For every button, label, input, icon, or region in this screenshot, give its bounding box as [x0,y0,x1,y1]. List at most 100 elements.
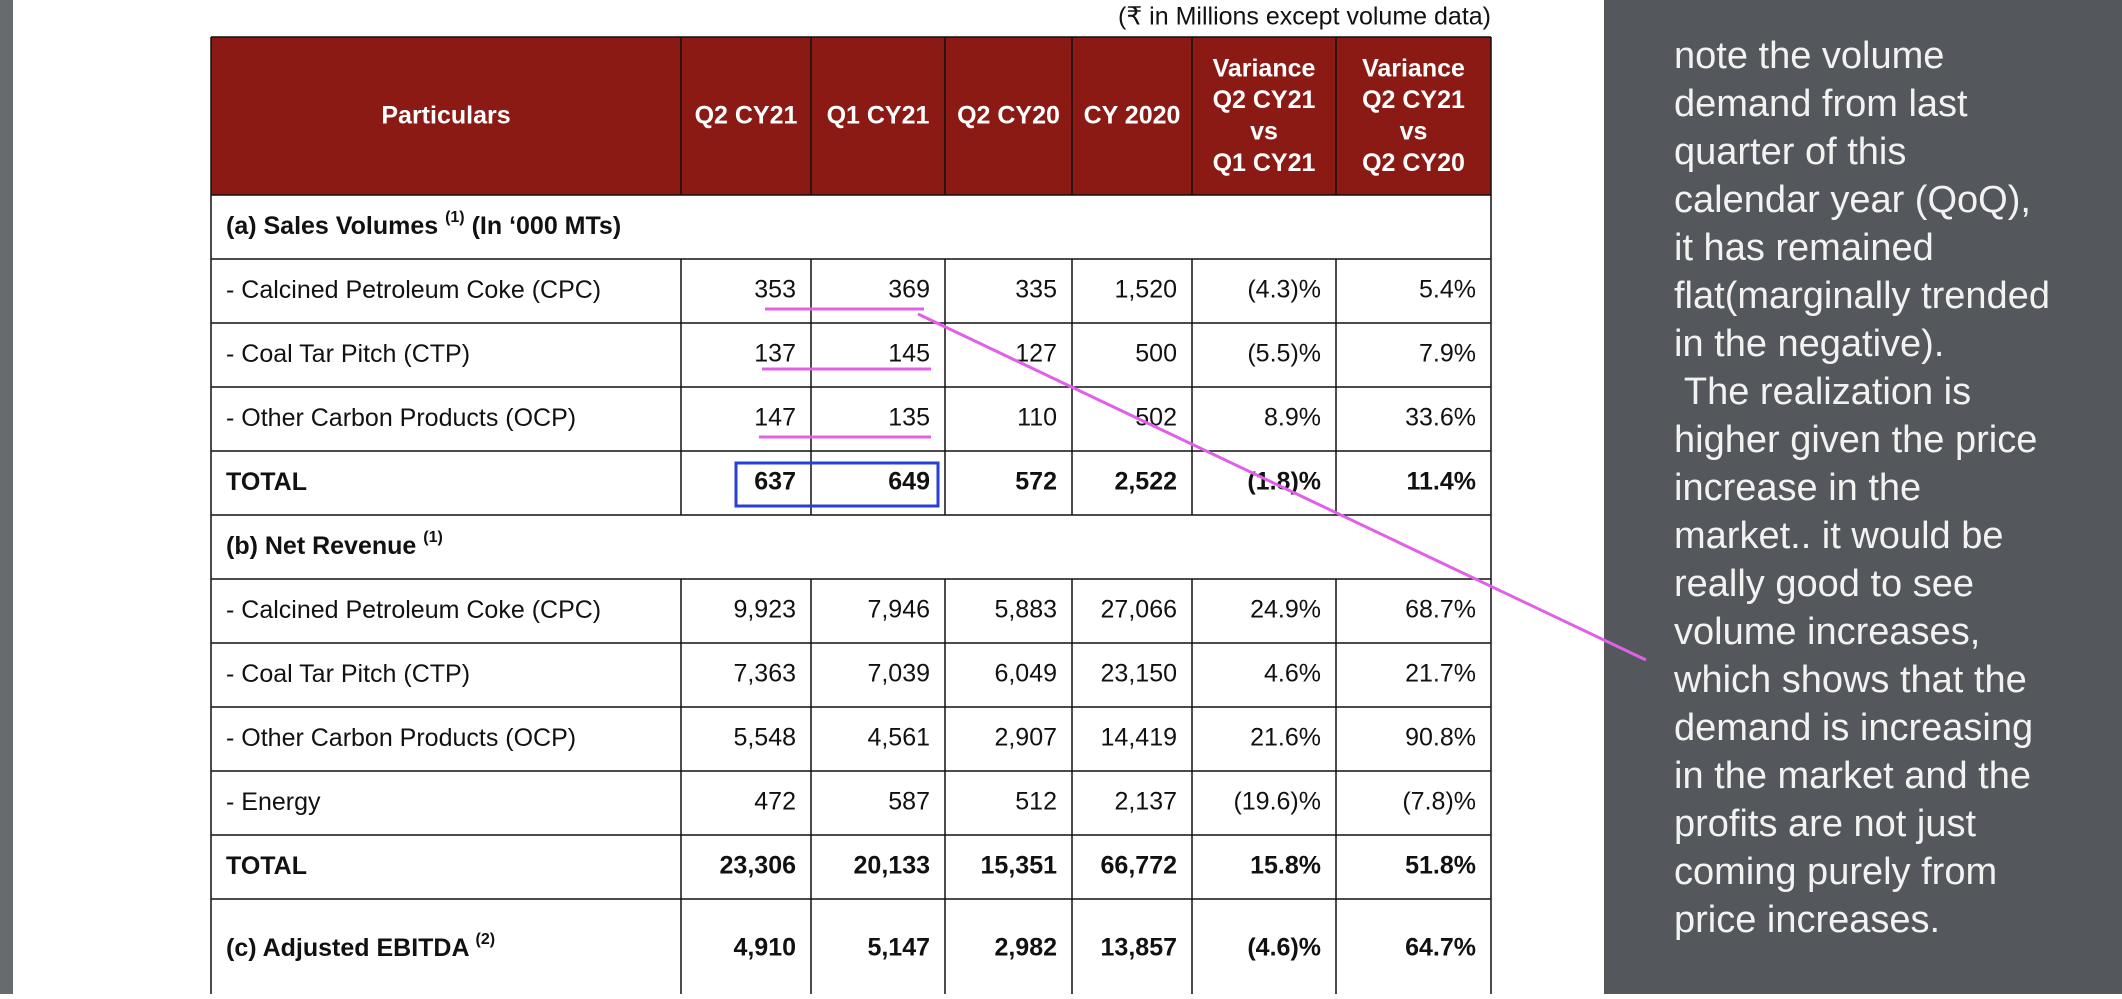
note-line: volume increases, [1674,611,1980,653]
row-label: (c) Adjusted EBITDA (2) [226,931,495,961]
header-cell: vs [1400,118,1428,146]
table-cell: 4,561 [867,724,930,752]
table-cell: 9,923 [733,596,796,624]
table-cell: 4.6% [1264,660,1321,688]
note-line: in the negative). [1674,323,1944,365]
table-cell: 14,419 [1101,724,1177,752]
callout-line [917,312,1647,662]
label-suffix: (In ‘000 MTs) [472,212,622,240]
header-cell: Q2 CY21 [1362,86,1465,114]
table-cell: 637 [754,468,796,496]
table-cell: 66,772 [1101,852,1177,880]
header-cell: Q2 CY21 [1213,86,1316,114]
note-line: really good to see [1674,563,1974,605]
table-cell: 353 [754,276,796,304]
table-cell: 500 [1135,340,1177,368]
table-cell: 1,520 [1114,276,1177,304]
row-label: - Energy [226,788,321,816]
note-line: profits are not just [1674,803,1976,845]
note-line: demand from last [1674,83,1968,125]
table-cell: 472 [754,788,796,816]
table-cell: 7,946 [867,596,930,624]
table-cell: (7.8)% [1402,788,1476,816]
table-cell: 335 [1015,276,1057,304]
label-text: - Calcined Petroleum Coke (CPC) [226,596,601,624]
note-line: higher given the price [1674,419,2037,461]
table-cell: 2,522 [1114,468,1177,496]
note-line: in the market and the [1674,755,2031,797]
row-label: - Other Carbon Products (OCP) [226,724,576,752]
note-line: calendar year (QoQ), [1674,179,2031,221]
label-text: - Other Carbon Products (OCP) [226,724,576,752]
table-cell: 15.8% [1250,852,1321,880]
table-cell: 587 [888,788,930,816]
annotations [734,307,1647,662]
header-cell: Q2 CY20 [1362,149,1465,177]
label-text: (c) Adjusted EBITDA [226,934,469,962]
table: (₹ in Millions except volume data) Partic… [210,3,1492,999]
table-cell: 7,363 [733,660,796,688]
note-line: quarter of this [1674,131,1906,173]
row-label: (b) Net Revenue (1) [226,529,443,559]
table-cell: 2,137 [1114,788,1177,816]
table-cell: 23,150 [1101,660,1177,688]
table-cell: 68.7% [1405,596,1476,624]
table-cell: 33.6% [1405,404,1476,432]
row-label: TOTAL [226,468,307,496]
header-cell: Q2 CY20 [957,102,1060,130]
table-cell: 5,883 [994,596,1057,624]
table-cell: 27,066 [1101,596,1177,624]
table-cell: 13,857 [1101,934,1177,962]
table-cell: (4.3)% [1247,276,1321,304]
note: note the volume demand from last quarter o… [1673,35,2050,941]
row-label: - Calcined Petroleum Coke (CPC) [226,276,601,304]
header-cell: vs [1250,118,1278,146]
table-cell: 572 [1015,468,1057,496]
note-line: it has remained [1674,227,1934,269]
label-superscript: (2) [476,931,496,948]
table-cell: 90.8% [1405,724,1476,752]
table-cell: 649 [888,468,930,496]
table-cell: 2,982 [994,934,1057,962]
note-line: flat(marginally trended [1674,275,2050,317]
note-line: coming purely from [1674,851,1997,893]
row-label: - Other Carbon Products (OCP) [226,404,576,432]
label-superscript: (1) [423,529,443,546]
header-cell: Q1 CY21 [827,102,930,130]
row-label: - Calcined Petroleum Coke (CPC) [226,596,601,624]
table-cell: 11.4% [1406,468,1476,496]
label-text: - Coal Tar Pitch (CTP) [226,340,470,368]
label-text: TOTAL [226,468,307,496]
table-cell: 23,306 [720,852,796,880]
table-cell: 512 [1015,788,1057,816]
label-text: - Calcined Petroleum Coke (CPC) [226,276,601,304]
table-cell: (5.5)% [1247,340,1321,368]
left-edge [0,0,13,994]
table-cell: (1.8)% [1247,468,1321,496]
label-text: TOTAL [226,852,307,880]
header-cell: Variance [1213,55,1316,83]
caption: (₹ in Millions except volume data) [1118,3,1491,31]
table-cell: 145 [888,340,930,368]
table-cell: (4.6)% [1247,934,1321,962]
note-line: increase in the [1674,467,1921,509]
table-cell: 51.8% [1405,852,1476,880]
table-cell: 5,548 [733,724,796,752]
label-text: - Energy [226,788,321,816]
table-cell: 135 [888,404,930,432]
note-panel [1604,0,2122,994]
table-cell: 64.7% [1405,934,1476,962]
note-line: note the volume [1674,35,1944,77]
table-cell: 24.9% [1250,596,1321,624]
label-superscript: (1) [445,209,465,226]
table-cell: (19.6)% [1233,788,1321,816]
header-cell: Particulars [381,102,510,130]
table-cell: 8.9% [1264,404,1321,432]
highlight-box [734,461,940,508]
table-cell: 137 [754,340,796,368]
row-label: - Coal Tar Pitch (CTP) [226,660,470,688]
row-label: (a) Sales Volumes (1) (In ‘000 MTs) [226,203,621,240]
table-cell: 5,147 [867,934,930,962]
